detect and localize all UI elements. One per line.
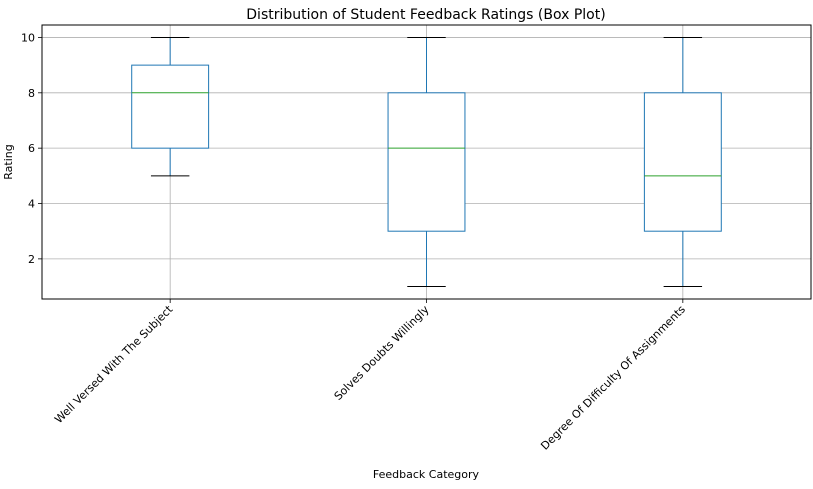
x-tick-label: Solves Doubts Willingly (332, 303, 432, 403)
box-group (643, 36, 722, 288)
x-axis-label: Feedback Category (373, 468, 480, 481)
y-tick-label: 10 (21, 31, 35, 44)
y-tick-label: 6 (28, 142, 35, 155)
x-tick-label: Degree Of Difficulty Of Assignments (538, 303, 688, 453)
y-tick-label: 8 (28, 87, 35, 100)
iqr-box (131, 64, 210, 149)
box-group (131, 36, 210, 177)
y-tick-label: 4 (28, 198, 35, 211)
iqr-box (387, 92, 466, 232)
box-layer (131, 36, 722, 288)
box-group (387, 36, 466, 288)
y-tick-label: 2 (28, 253, 35, 266)
x-tick-label: Well Versed With The Subject (52, 302, 176, 426)
y-tick-layer: 2 4 6 8 10 (21, 31, 42, 266)
y-axis-label: Rating (2, 144, 15, 179)
iqr-box (643, 92, 722, 232)
chart-title: Distribution of Student Feedback Ratings… (246, 7, 605, 23)
x-tick-layer: Well Versed With The Subject Solves Doubt… (52, 299, 688, 453)
